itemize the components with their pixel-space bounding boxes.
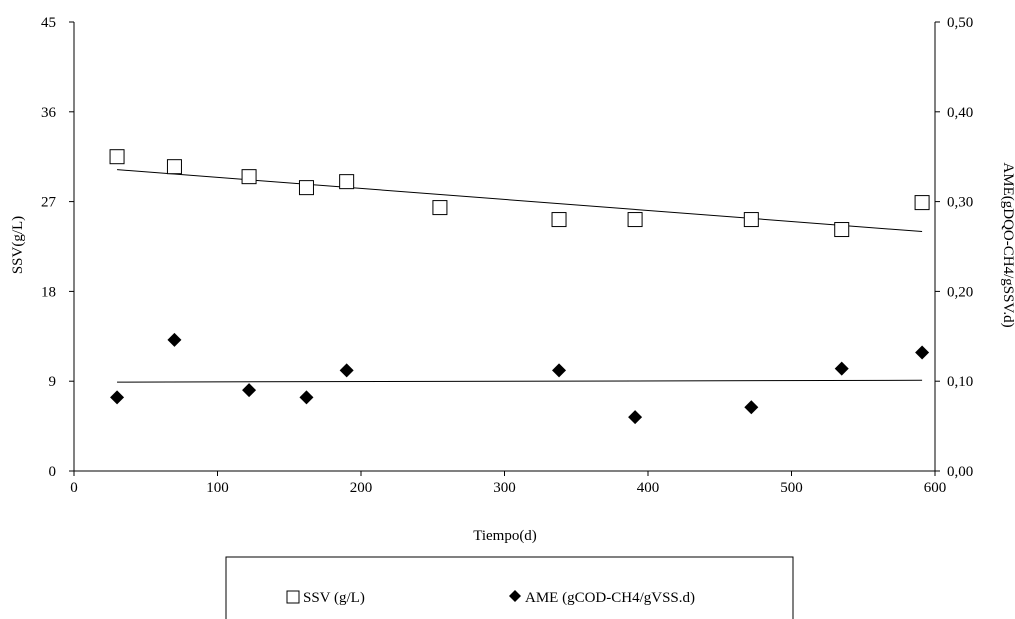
- legend: SSV (g/L) AME (gCOD-CH4/gVSS.d): [225, 556, 794, 619]
- y-left-tick-label: 18: [41, 284, 56, 300]
- y-left-tick-label: 36: [41, 105, 57, 121]
- y-right-tick-label: 0,20: [947, 284, 973, 300]
- legend-ssv-label: SSV (g/L): [303, 590, 365, 606]
- y-right-tick-label: 0,30: [947, 195, 973, 211]
- ssv-point: [339, 174, 355, 190]
- x-tick-label: 600: [924, 480, 947, 496]
- x-tick-label: 100: [206, 480, 229, 496]
- ssv-point: [743, 212, 759, 228]
- ssv-trendline: [117, 169, 923, 233]
- x-tick-label: 400: [637, 480, 660, 496]
- ame-point: [552, 363, 567, 378]
- ssv-point: [109, 149, 125, 165]
- ame-point: [110, 390, 125, 405]
- y-left-tick-label: 45: [41, 15, 56, 31]
- legend-ame-marker: [509, 590, 521, 602]
- ame-trendline: [117, 379, 923, 383]
- ssv-point: [914, 195, 930, 211]
- ssv-point: [298, 180, 314, 196]
- trendlines: [117, 169, 923, 383]
- y-right-tick-label: 0,00: [947, 464, 973, 480]
- ame-point: [628, 410, 643, 425]
- y-right-tick-label: 0,40: [947, 105, 973, 121]
- x-axis-label: Tiempo(d): [473, 528, 537, 544]
- x-tick-label: 300: [493, 480, 516, 496]
- axes: [69, 21, 940, 476]
- y-left-tick-label: 0: [49, 464, 57, 480]
- y-axis-label-left: SSV(g/L): [10, 216, 26, 274]
- x-tick-label: 200: [350, 480, 373, 496]
- ame-point: [834, 361, 849, 376]
- y-right-tick-label: 0,10: [947, 374, 973, 390]
- ame-point: [167, 332, 182, 347]
- legend-ssv-marker: [286, 590, 300, 604]
- ssv-point: [834, 222, 850, 238]
- ame-point: [339, 363, 354, 378]
- ame-point: [299, 390, 314, 405]
- y-right-tick-label: 0,50: [947, 15, 973, 31]
- y-axis-label-right: AME(gDQO-CH4/gSSV.d): [1000, 162, 1015, 327]
- x-tick-label: 0: [70, 480, 78, 496]
- ssv-point: [551, 212, 567, 228]
- ame-point: [242, 383, 257, 398]
- ssv-point: [166, 159, 182, 175]
- y-left-tick-label: 27: [41, 195, 57, 211]
- x-tick-label: 500: [780, 480, 803, 496]
- ssv-point: [432, 200, 448, 216]
- legend-ame-label: AME (gCOD-CH4/gVSS.d): [525, 590, 695, 606]
- ssv-point: [627, 212, 643, 228]
- data-marks: [109, 149, 930, 425]
- ame-point: [915, 345, 930, 360]
- y-left-tick-label: 9: [49, 374, 57, 390]
- legend-box: [225, 556, 794, 619]
- ame-point: [744, 400, 759, 415]
- tick-labels: 0 100 200 300 400 500 600 0 9 18 27 36 45 0,00 0,10 0,2…: [41, 15, 973, 496]
- ssv-point: [241, 169, 257, 185]
